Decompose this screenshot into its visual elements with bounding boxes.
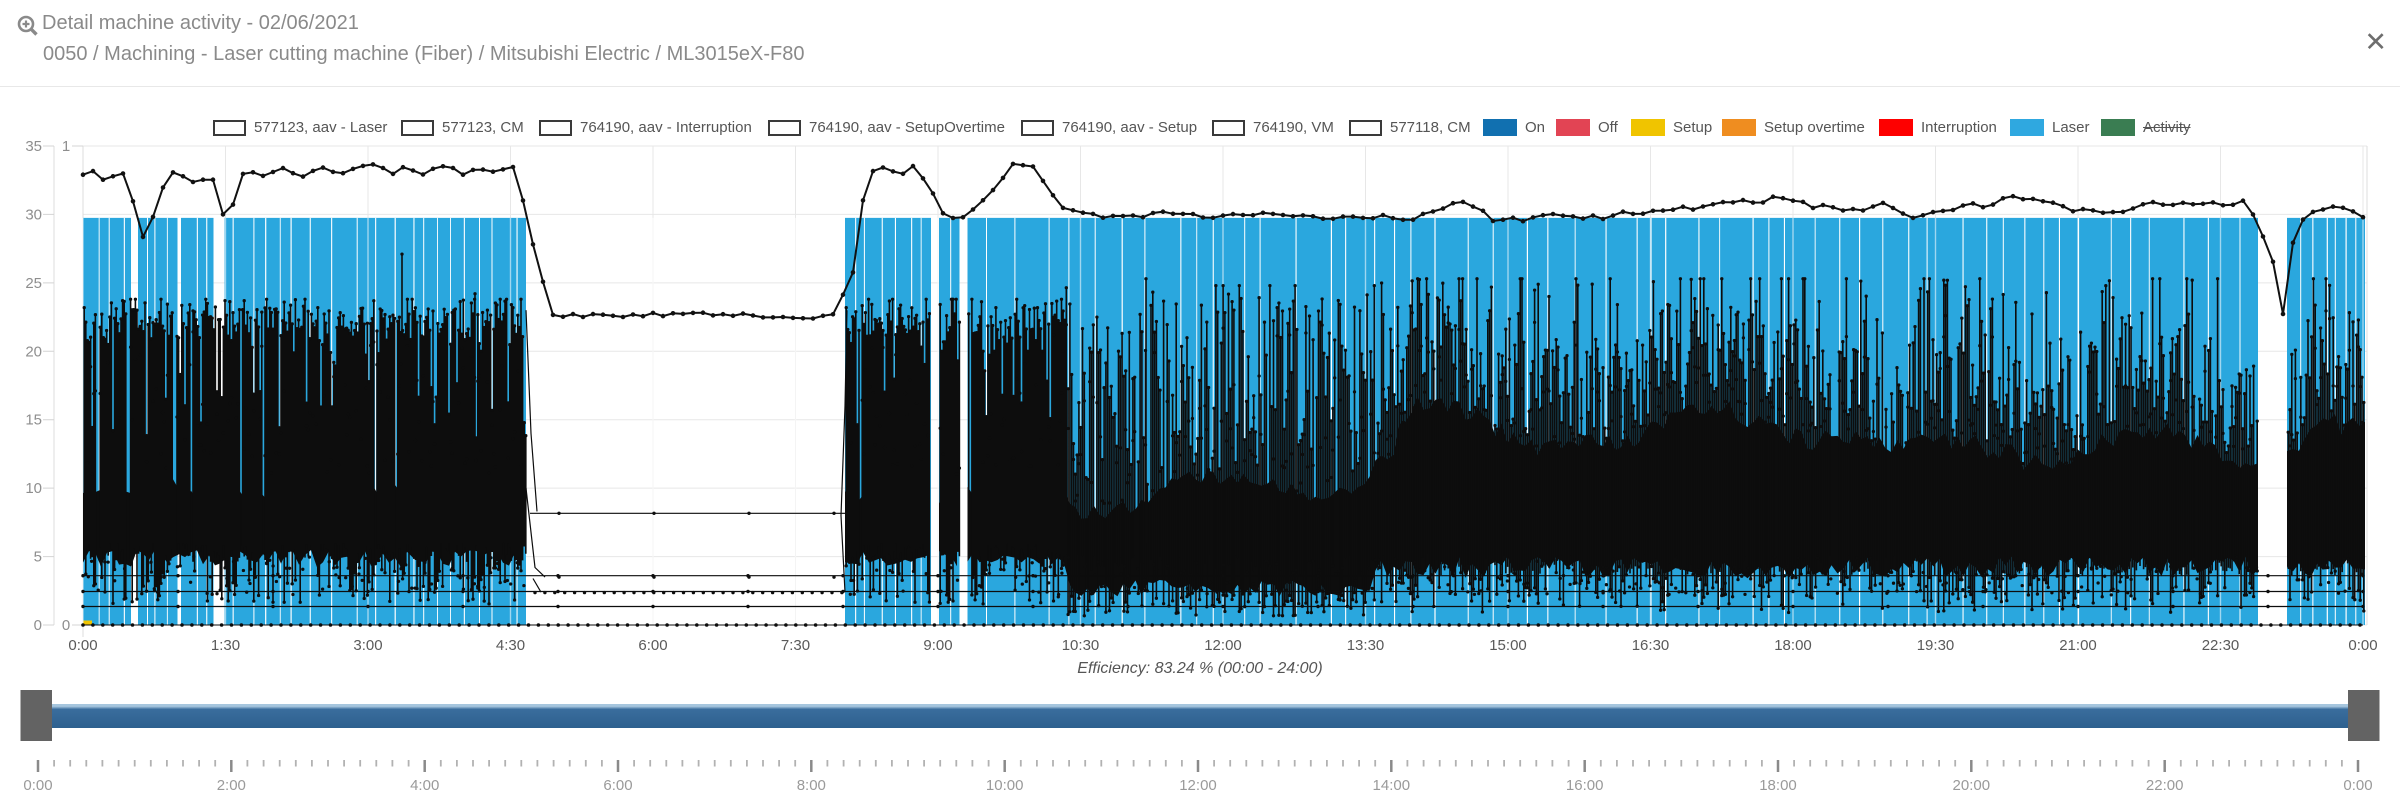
- svg-text:5: 5: [34, 549, 42, 566]
- svg-text:8:00: 8:00: [797, 777, 826, 794]
- svg-text:1: 1: [62, 138, 70, 155]
- svg-text:6:00: 6:00: [603, 777, 632, 794]
- svg-text:22:30: 22:30: [2202, 637, 2240, 654]
- svg-text:18:00: 18:00: [1759, 777, 1797, 794]
- svg-text:16:00: 16:00: [1566, 777, 1604, 794]
- svg-text:10:30: 10:30: [1062, 637, 1100, 654]
- svg-text:19:30: 19:30: [1917, 637, 1955, 654]
- svg-text:15: 15: [25, 412, 42, 429]
- svg-text:16:30: 16:30: [1632, 637, 1670, 654]
- svg-text:0:00: 0:00: [23, 777, 52, 794]
- svg-text:6:00: 6:00: [638, 637, 667, 654]
- svg-text:25: 25: [25, 275, 42, 292]
- svg-text:15:00: 15:00: [1489, 637, 1527, 654]
- svg-text:20:00: 20:00: [1953, 777, 1991, 794]
- svg-text:4:00: 4:00: [410, 777, 439, 794]
- svg-text:0:00: 0:00: [2348, 637, 2377, 654]
- svg-text:Efficiency: 83.24 % (00:00 - 2: Efficiency: 83.24 % (00:00 - 24:00): [1077, 660, 1322, 677]
- svg-text:1:30: 1:30: [211, 637, 240, 654]
- svg-text:12:00: 12:00: [1204, 637, 1242, 654]
- svg-text:2:00: 2:00: [217, 777, 246, 794]
- svg-text:3:00: 3:00: [353, 637, 382, 654]
- svg-text:30: 30: [25, 206, 42, 223]
- svg-text:0:00: 0:00: [2343, 777, 2372, 794]
- svg-text:22:00: 22:00: [2146, 777, 2184, 794]
- svg-text:18:00: 18:00: [1774, 637, 1812, 654]
- svg-text:21:00: 21:00: [2059, 637, 2097, 654]
- svg-text:0:00: 0:00: [68, 637, 97, 654]
- svg-text:4:30: 4:30: [496, 637, 525, 654]
- svg-text:10:00: 10:00: [986, 777, 1024, 794]
- svg-text:0: 0: [62, 617, 70, 634]
- svg-text:20: 20: [25, 343, 42, 360]
- svg-text:0: 0: [34, 617, 42, 634]
- svg-text:7:30: 7:30: [781, 637, 810, 654]
- svg-text:35: 35: [25, 138, 42, 155]
- svg-text:9:00: 9:00: [923, 637, 952, 654]
- svg-text:12:00: 12:00: [1179, 777, 1217, 794]
- svg-text:10: 10: [25, 480, 42, 497]
- svg-text:13:30: 13:30: [1347, 637, 1385, 654]
- svg-text:14:00: 14:00: [1373, 777, 1411, 794]
